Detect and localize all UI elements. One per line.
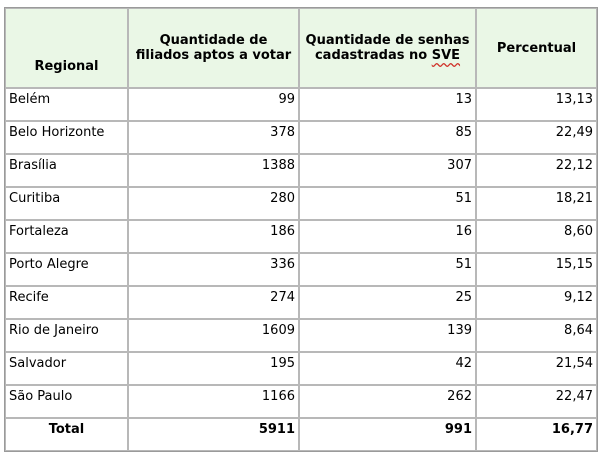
cell-regional: Belo Horizonte: [5, 121, 128, 154]
cell-senhas: 307: [299, 154, 476, 187]
cell-percentual: 13,13: [476, 88, 597, 121]
cell-regional: Recife: [5, 286, 128, 319]
cell-senhas: 51: [299, 253, 476, 286]
cell-percentual: 9,12: [476, 286, 597, 319]
cell-senhas: 25: [299, 286, 476, 319]
table-row: Recife 274 25 9,12: [5, 286, 597, 319]
header-senhas: Quantidade de senhas cadastradas no SVE: [299, 8, 476, 88]
cell-percentual: 22,49: [476, 121, 597, 154]
cell-percentual: 8,60: [476, 220, 597, 253]
cell-percentual: 8,64: [476, 319, 597, 352]
total-row: Total 5911 991 16,77: [5, 418, 597, 451]
cell-regional: Curitiba: [5, 187, 128, 220]
table-row: São Paulo 1166 262 22,47: [5, 385, 597, 418]
cell-senhas: 13: [299, 88, 476, 121]
cell-regional: Salvador: [5, 352, 128, 385]
header-regional: Regional: [5, 8, 128, 88]
cell-percentual: 21,54: [476, 352, 597, 385]
total-senhas: 991: [299, 418, 476, 451]
header-senhas-sve: SVE: [431, 48, 461, 63]
cell-filiados: 274: [128, 286, 299, 319]
table-row: Fortaleza 186 16 8,60: [5, 220, 597, 253]
header-senhas-text: Quantidade de senhas cadastradas no: [305, 33, 470, 63]
cell-percentual: 18,21: [476, 187, 597, 220]
cell-senhas: 139: [299, 319, 476, 352]
total-label: Total: [5, 418, 128, 451]
cell-filiados: 378: [128, 121, 299, 154]
cell-senhas: 16: [299, 220, 476, 253]
cell-regional: Fortaleza: [5, 220, 128, 253]
total-filiados: 5911: [128, 418, 299, 451]
table-container: Regional Quantidade de filiados aptos a …: [4, 7, 598, 452]
cell-senhas: 262: [299, 385, 476, 418]
cell-senhas: 51: [299, 187, 476, 220]
cell-filiados: 1166: [128, 385, 299, 418]
cell-senhas: 42: [299, 352, 476, 385]
cell-regional: Belém: [5, 88, 128, 121]
table-row: Belém 99 13 13,13: [5, 88, 597, 121]
regional-voting-table: Regional Quantidade de filiados aptos a …: [4, 7, 598, 452]
table-row: Rio de Janeiro 1609 139 8,64: [5, 319, 597, 352]
header-row: Regional Quantidade de filiados aptos a …: [5, 8, 597, 88]
cell-percentual: 15,15: [476, 253, 597, 286]
cell-filiados: 280: [128, 187, 299, 220]
cell-regional: São Paulo: [5, 385, 128, 418]
cell-filiados: 195: [128, 352, 299, 385]
table-row: Porto Alegre 336 51 15,15: [5, 253, 597, 286]
cell-percentual: 22,12: [476, 154, 597, 187]
cell-filiados: 99: [128, 88, 299, 121]
cell-filiados: 1388: [128, 154, 299, 187]
cell-regional: Rio de Janeiro: [5, 319, 128, 352]
cell-filiados: 186: [128, 220, 299, 253]
total-percentual: 16,77: [476, 418, 597, 451]
cell-regional: Porto Alegre: [5, 253, 128, 286]
cell-filiados: 336: [128, 253, 299, 286]
table-row: Salvador 195 42 21,54: [5, 352, 597, 385]
cell-percentual: 22,47: [476, 385, 597, 418]
table-row: Brasília 1388 307 22,12: [5, 154, 597, 187]
header-percentual: Percentual: [476, 8, 597, 88]
cell-regional: Brasília: [5, 154, 128, 187]
table-row: Curitiba 280 51 18,21: [5, 187, 597, 220]
header-filiados: Quantidade de filiados aptos a votar: [128, 8, 299, 88]
cell-filiados: 1609: [128, 319, 299, 352]
table-row: Belo Horizonte 378 85 22,49: [5, 121, 597, 154]
cell-senhas: 85: [299, 121, 476, 154]
